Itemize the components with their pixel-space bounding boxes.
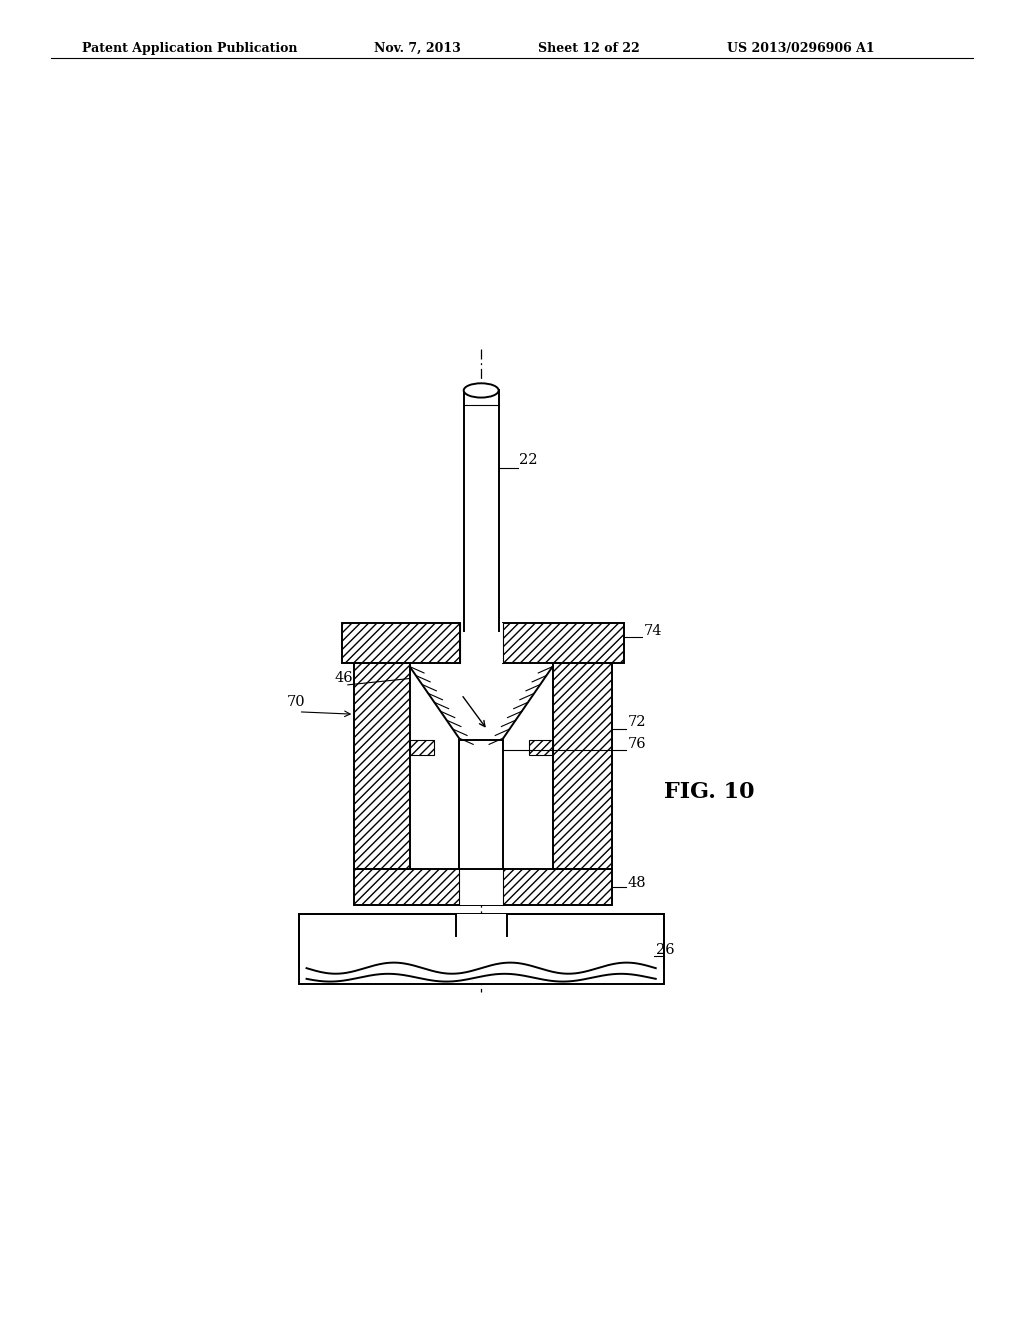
- Text: 70: 70: [287, 696, 305, 709]
- Text: FIG. 10: FIG. 10: [664, 780, 755, 803]
- Text: 26: 26: [655, 942, 675, 957]
- Text: Patent Application Publication: Patent Application Publication: [82, 42, 297, 55]
- Text: 22: 22: [519, 453, 538, 467]
- Bar: [354, 663, 410, 869]
- Bar: [464, 381, 499, 631]
- Bar: [299, 915, 664, 983]
- Bar: [459, 739, 504, 869]
- Text: Sheet 12 of 22: Sheet 12 of 22: [538, 42, 639, 55]
- Bar: [342, 623, 460, 663]
- Text: US 2013/0296906 A1: US 2013/0296906 A1: [727, 42, 874, 55]
- Bar: [354, 869, 612, 904]
- Text: 48: 48: [628, 876, 646, 890]
- Bar: [354, 869, 612, 904]
- Bar: [553, 663, 612, 869]
- Text: 74: 74: [644, 624, 663, 638]
- Bar: [553, 663, 612, 869]
- Bar: [342, 623, 460, 663]
- Bar: [456, 915, 507, 936]
- Text: 76: 76: [628, 737, 646, 751]
- Bar: [459, 869, 504, 904]
- Bar: [410, 663, 553, 869]
- Text: 72: 72: [628, 715, 646, 729]
- Text: 46: 46: [334, 672, 353, 685]
- Bar: [503, 623, 624, 663]
- Bar: [528, 739, 553, 755]
- Text: Nov. 7, 2013: Nov. 7, 2013: [374, 42, 461, 55]
- Bar: [410, 739, 433, 755]
- Bar: [354, 663, 410, 869]
- Bar: [460, 623, 503, 663]
- Ellipse shape: [464, 383, 499, 397]
- Bar: [503, 623, 624, 663]
